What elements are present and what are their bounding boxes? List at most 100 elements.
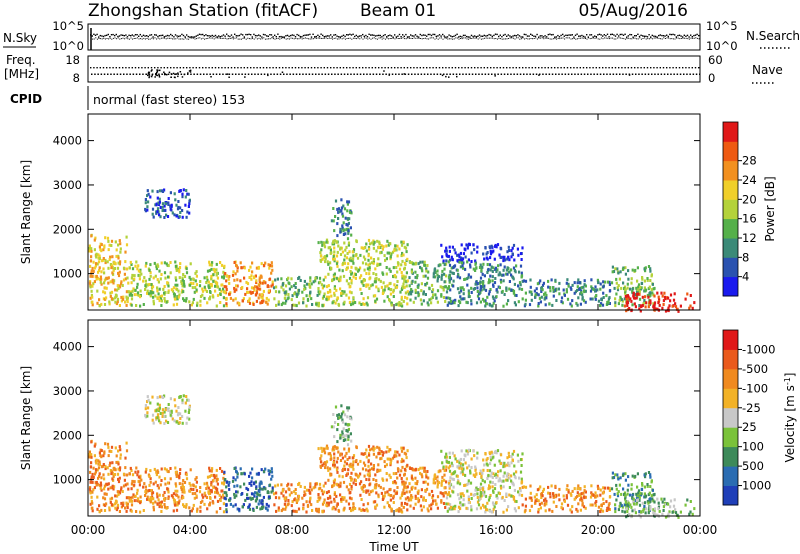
velocity-cell xyxy=(225,485,228,489)
velocity-cell xyxy=(302,507,305,511)
power-cell xyxy=(258,276,261,280)
nave-point xyxy=(202,67,204,69)
velocity-cell xyxy=(358,507,361,511)
power-cell xyxy=(164,276,167,280)
power-cell xyxy=(401,251,404,255)
power-cell xyxy=(452,272,455,275)
velocity-cell xyxy=(359,493,362,497)
velocity-cell xyxy=(90,453,93,457)
power-cell xyxy=(108,258,111,261)
power-cell xyxy=(133,274,136,278)
power-cell xyxy=(339,246,342,250)
power-cell xyxy=(174,260,177,264)
velocity-cell xyxy=(443,473,446,477)
power-cell xyxy=(377,263,380,267)
nsky-point xyxy=(219,36,221,38)
velocity-cell xyxy=(223,491,226,495)
velocity-cell xyxy=(239,485,242,489)
velocity-cell xyxy=(209,497,212,500)
nsky-point xyxy=(398,33,401,36)
power-cell xyxy=(464,277,467,281)
power-cell xyxy=(630,299,633,303)
nsearch-point xyxy=(448,38,450,40)
power-cell xyxy=(189,283,192,287)
velocity-cell xyxy=(109,486,112,490)
power-cell xyxy=(219,293,222,296)
velocity-cell xyxy=(459,457,462,461)
velocity-cell xyxy=(386,457,389,461)
power-cell xyxy=(327,246,330,250)
nsky-point xyxy=(618,35,620,37)
freq-point xyxy=(612,73,615,75)
velocity-cell xyxy=(330,473,333,477)
power-cell xyxy=(476,294,480,298)
power-cell xyxy=(619,295,622,299)
velocity-cell xyxy=(178,475,181,478)
freq-point xyxy=(270,73,272,75)
freq-dots xyxy=(90,67,701,79)
nave-point xyxy=(269,67,271,69)
velocity-cell xyxy=(385,478,388,482)
velocity-cell xyxy=(376,445,379,449)
velocity-cell xyxy=(425,487,429,491)
velocity-cell xyxy=(327,452,330,456)
freq-dip-point xyxy=(151,69,153,71)
velocity-cell xyxy=(258,484,261,488)
velocity-cell xyxy=(375,503,379,507)
power-cell xyxy=(433,275,437,279)
power-cell xyxy=(139,270,142,274)
nsky-point xyxy=(190,36,193,38)
power-cell xyxy=(344,248,347,252)
velocity-cell xyxy=(161,411,164,415)
nsearch-point xyxy=(311,38,313,40)
velocity-cell xyxy=(203,491,206,495)
nsearch-point xyxy=(416,37,418,39)
power-cell xyxy=(333,229,336,233)
power-cell xyxy=(414,288,417,292)
power-cell xyxy=(306,298,310,302)
freq-point xyxy=(305,73,307,75)
velocity-cell xyxy=(368,453,371,457)
power-cell xyxy=(637,283,641,287)
velocity-cell xyxy=(365,478,368,481)
velocity-cell xyxy=(222,482,225,486)
power-cell xyxy=(335,254,339,258)
nsearch-point xyxy=(656,37,658,39)
power-cell xyxy=(220,263,224,267)
power-cell xyxy=(662,299,665,303)
velocity-cell xyxy=(350,497,353,501)
power-cell xyxy=(394,244,397,248)
velocity-cell xyxy=(422,498,425,502)
nsky-point xyxy=(538,36,540,38)
nsearch-point xyxy=(472,37,474,39)
power-cell xyxy=(540,290,543,293)
velocity-cell xyxy=(149,477,152,481)
power-cell xyxy=(405,271,408,275)
power-cell xyxy=(97,260,101,264)
power-cell xyxy=(618,277,621,281)
velocity-cell xyxy=(432,481,435,485)
nave-point xyxy=(342,67,345,69)
power-cell xyxy=(333,287,336,290)
velocity-cell xyxy=(432,499,435,503)
velocity-cell xyxy=(126,502,129,506)
velocity-cell xyxy=(339,493,342,497)
power-scatter xyxy=(88,188,696,313)
power-cell xyxy=(343,261,347,265)
nsearch-point xyxy=(648,38,650,40)
power-cell xyxy=(595,294,598,297)
power-cell xyxy=(472,243,475,247)
velocity-cell xyxy=(189,483,192,487)
nsearch-point xyxy=(112,37,114,39)
power-cell xyxy=(333,293,336,297)
power-cell xyxy=(104,236,107,240)
power-cell xyxy=(511,252,514,256)
velocity-cell xyxy=(154,480,157,484)
power-cell xyxy=(155,267,158,271)
power-cell xyxy=(109,263,112,266)
nsky-point xyxy=(619,33,621,36)
power-cell xyxy=(216,282,219,285)
power-cell xyxy=(318,276,322,280)
freq-outlier-point xyxy=(281,71,284,73)
velocity-cell xyxy=(327,478,330,482)
